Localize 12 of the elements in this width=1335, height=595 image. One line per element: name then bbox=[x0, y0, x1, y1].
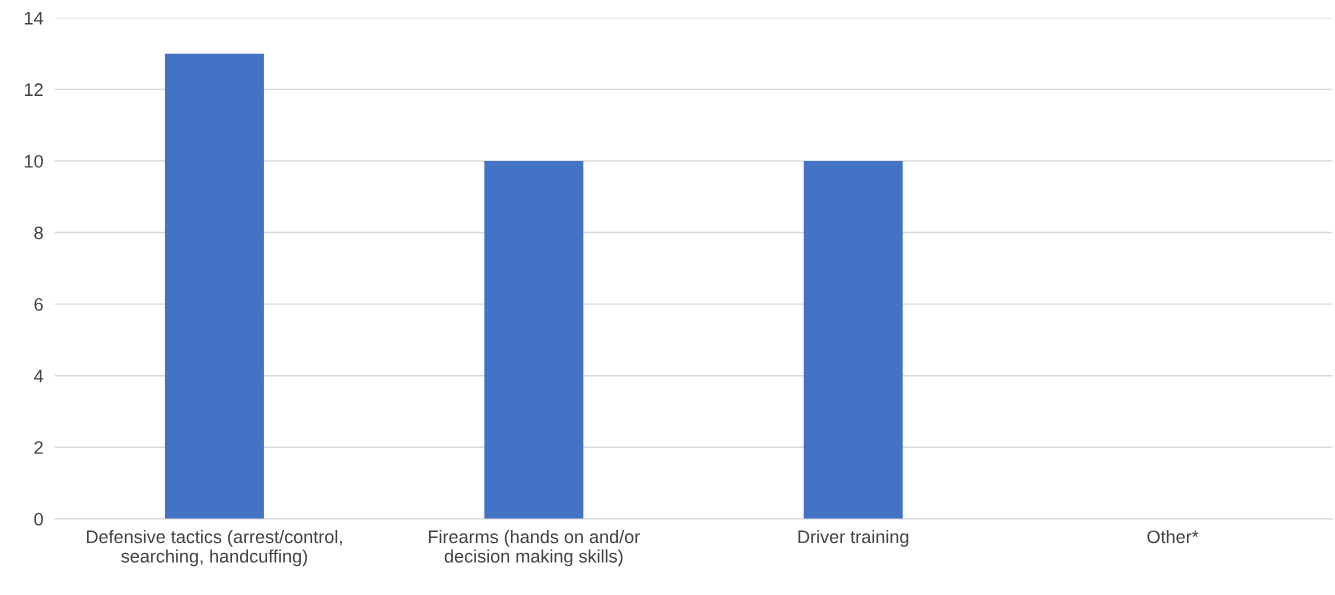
y-tick-label: 6 bbox=[34, 298, 43, 311]
x-tick-label: Defensive tactics (arrest/control, searching, handcuffing) bbox=[86, 529, 342, 567]
y-tick-label: 8 bbox=[34, 226, 43, 240]
y-tick-label: 0 bbox=[34, 512, 43, 526]
y-tick-label: 12 bbox=[24, 83, 43, 96]
y-tick-label: 10 bbox=[24, 154, 43, 168]
x-tick-label: Other* bbox=[1147, 529, 1199, 544]
y-tick-label: 4 bbox=[34, 369, 44, 383]
x-tick-label: Driver training bbox=[798, 529, 909, 547]
y-tick-label: 2 bbox=[34, 441, 43, 454]
x-tick-label: Firearms (hands on and/or decision making skills) bbox=[428, 529, 640, 567]
y-tick-label: 14 bbox=[24, 11, 44, 25]
